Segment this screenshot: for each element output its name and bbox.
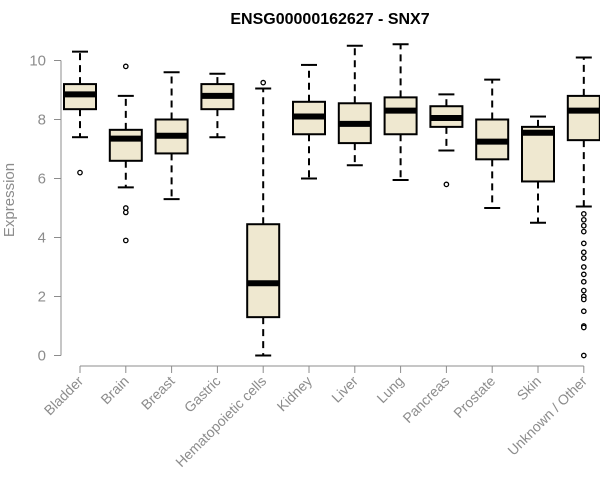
y-tick-label: 0	[38, 348, 46, 365]
boxes	[63, 43, 600, 359]
iqr-box	[383, 96, 418, 136]
x-tick-label: Lung	[373, 373, 406, 406]
iqr-box	[108, 128, 143, 162]
outlier-point	[580, 352, 587, 359]
outlier-point	[122, 209, 129, 216]
box-group	[63, 50, 97, 176]
x-tick-label: Brain	[97, 373, 131, 407]
x-tick-label: Liver	[328, 373, 361, 406]
chart-title: ENSG00000162627 - SNX7	[230, 11, 429, 28]
x-tick-label: Kidney	[274, 373, 316, 415]
outlier-point	[580, 228, 587, 235]
outlier-point	[580, 308, 587, 315]
y-tick-label: 2	[38, 289, 46, 306]
box-group	[200, 72, 235, 139]
outlier-point	[580, 271, 587, 278]
y-axis-label: Expression	[1, 163, 18, 237]
x-tick-label: Breast	[138, 373, 178, 413]
box-group	[154, 71, 189, 201]
box-group	[475, 78, 510, 209]
box-group	[429, 93, 464, 188]
outlier-point	[260, 79, 267, 86]
outlier-point	[443, 181, 450, 188]
outlier-point	[580, 264, 587, 270]
iqr-box	[521, 125, 555, 183]
x-tick-label: Prostate	[450, 373, 498, 421]
x-tick-label: Skin	[514, 373, 545, 404]
box-group	[292, 63, 326, 180]
box-group	[337, 44, 372, 167]
x-tick-label: Hematopoietic cells	[172, 373, 269, 470]
iqr-box	[566, 94, 600, 142]
outlier-point	[122, 237, 129, 244]
y-tick-label: 8	[38, 112, 46, 129]
y-tick-label: 4	[38, 230, 46, 247]
outlier-point	[77, 169, 83, 176]
box-group	[108, 63, 143, 244]
box-group	[246, 79, 281, 357]
x-tick-label: Bladder	[41, 373, 87, 419]
outlier-point	[580, 278, 587, 285]
outlier-point	[580, 296, 587, 303]
box-group	[566, 56, 600, 359]
outlier-point	[580, 216, 587, 223]
outlier-point	[122, 63, 129, 70]
y-axis: 0 2 4 6 8 10	[29, 53, 62, 365]
box-group	[521, 115, 555, 224]
outlier-point	[580, 211, 587, 217]
outlier-point	[580, 324, 587, 331]
outlier-point	[580, 255, 587, 261]
x-tick-label: Pancreas	[399, 373, 452, 426]
y-tick-label: 6	[38, 171, 46, 188]
x-tick-label: Gastric	[181, 373, 224, 416]
box-group	[383, 43, 418, 181]
outlier-point	[580, 240, 587, 247]
outlier-point	[580, 287, 587, 294]
x-tick-label: Unknown / Other	[504, 373, 590, 459]
y-tick-label: 10	[29, 53, 46, 70]
outlier-point	[580, 249, 587, 256]
outlier-point	[122, 205, 129, 211]
outlier-point	[580, 222, 587, 229]
iqr-box	[246, 223, 281, 319]
